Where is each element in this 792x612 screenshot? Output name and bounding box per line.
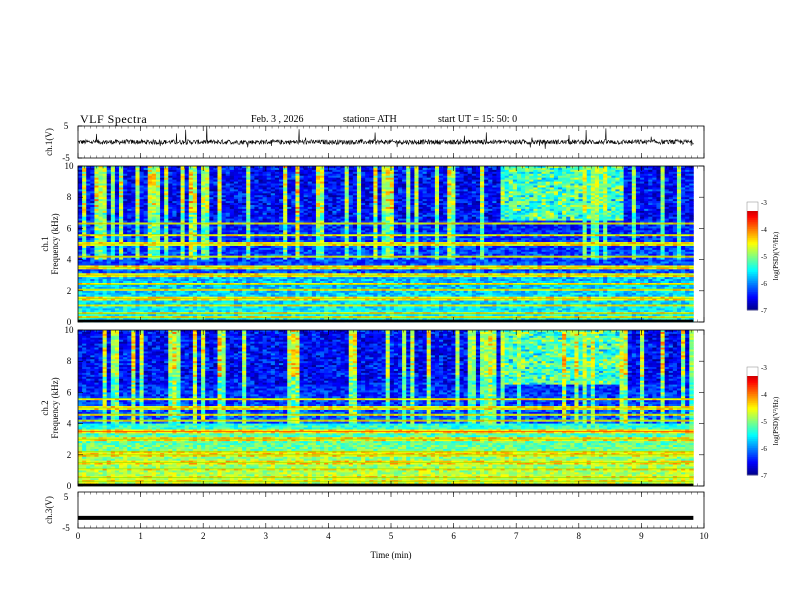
y-tick-label: 8	[67, 192, 72, 202]
y-tick-label: 0	[67, 481, 72, 491]
y-tick-label: -5	[62, 523, 70, 533]
y-tick-label: 6	[67, 387, 72, 397]
y-tick-label: 2	[67, 450, 72, 460]
y-tick-label: -5	[62, 153, 70, 163]
y-tick-label: 10	[65, 325, 75, 335]
y-tick-label: 8	[67, 356, 72, 366]
y-tick-label: 4	[67, 419, 72, 429]
x-tick-label: 8	[577, 531, 582, 541]
x-tick-label: 6	[451, 531, 456, 541]
ch1-series-line	[77, 125, 694, 149]
ch1-spectrogram	[78, 166, 694, 323]
ch2-spectrogram	[78, 330, 694, 487]
ch1-ylabel-channel: ch.1	[40, 236, 50, 251]
colorbar-tick-label: -6	[761, 280, 767, 288]
x-tick-label: 9	[639, 531, 644, 541]
x-tick-label: 3	[264, 531, 269, 541]
ch1-colorbar	[746, 201, 759, 311]
x-tick-label: 1	[138, 531, 143, 541]
ch1-colorbar-label: log(PSD)(V²/Hz)	[772, 231, 780, 280]
ch2-ylabel-channel: ch.2	[40, 400, 50, 415]
y-tick-label: 5	[64, 492, 69, 502]
y-tick-label: 6	[67, 223, 72, 233]
colorbar-tick-label: -3	[761, 364, 767, 372]
colorbar-tick-label: -5	[761, 418, 767, 426]
colorbar-tick-label: -4	[761, 391, 767, 399]
y-tick-label: 2	[67, 286, 72, 296]
colorbar-tick-label: -3	[761, 199, 767, 207]
colorbar-tick-label: -5	[761, 253, 767, 261]
x-tick-label: 5	[389, 531, 394, 541]
ch2-low-band	[78, 483, 694, 486]
colorbar-tick-label: -6	[761, 445, 767, 453]
y-tick-label: 4	[67, 255, 72, 265]
x-tick-label: 0	[76, 531, 81, 541]
ch2-colorbar	[746, 366, 759, 476]
ch3-ylabel: ch.3(V)	[44, 496, 54, 524]
y-tick-label: 0	[67, 317, 72, 327]
x-tick-label: 2	[201, 531, 206, 541]
figure-title: VLF Spectra	[80, 112, 147, 127]
x-tick-label: 4	[326, 531, 331, 541]
ch1-ylabel: ch.1(V)	[44, 128, 54, 156]
ch1-low-band	[78, 319, 694, 322]
y-tick-label: 5	[64, 121, 69, 131]
x-tick-label: 7	[514, 531, 519, 541]
x-axis-label: Time (min)	[371, 550, 412, 560]
header-start-time: start UT = 15: 50: 0	[438, 114, 517, 125]
ch2-colorbar-label: log(PSD)(V²/Hz)	[772, 396, 780, 445]
colorbar-tick-label: -4	[761, 226, 767, 234]
x-tick-label: 10	[700, 531, 710, 541]
header-date: Feb. 3 , 2026	[251, 114, 304, 125]
y-tick-label: 10	[65, 161, 75, 171]
ch1-ylabel-frequency: Frequency (kHz)	[50, 213, 60, 274]
header-station: station= ATH	[343, 114, 397, 125]
colorbar-tick-label: -7	[761, 307, 767, 315]
ch3-timeseries-axes	[77, 491, 705, 529]
colorbar-tick-label: -7	[761, 472, 767, 480]
ch2-ylabel-frequency: Frequency (kHz)	[50, 377, 60, 438]
